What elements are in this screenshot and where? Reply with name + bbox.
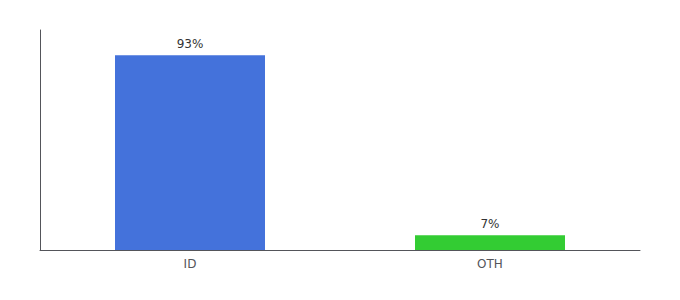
svg-text:7%: 7% [480,217,499,231]
svg-text:93%: 93% [177,37,204,51]
svg-text:ID: ID [184,257,197,271]
svg-text:OTH: OTH [477,257,503,271]
